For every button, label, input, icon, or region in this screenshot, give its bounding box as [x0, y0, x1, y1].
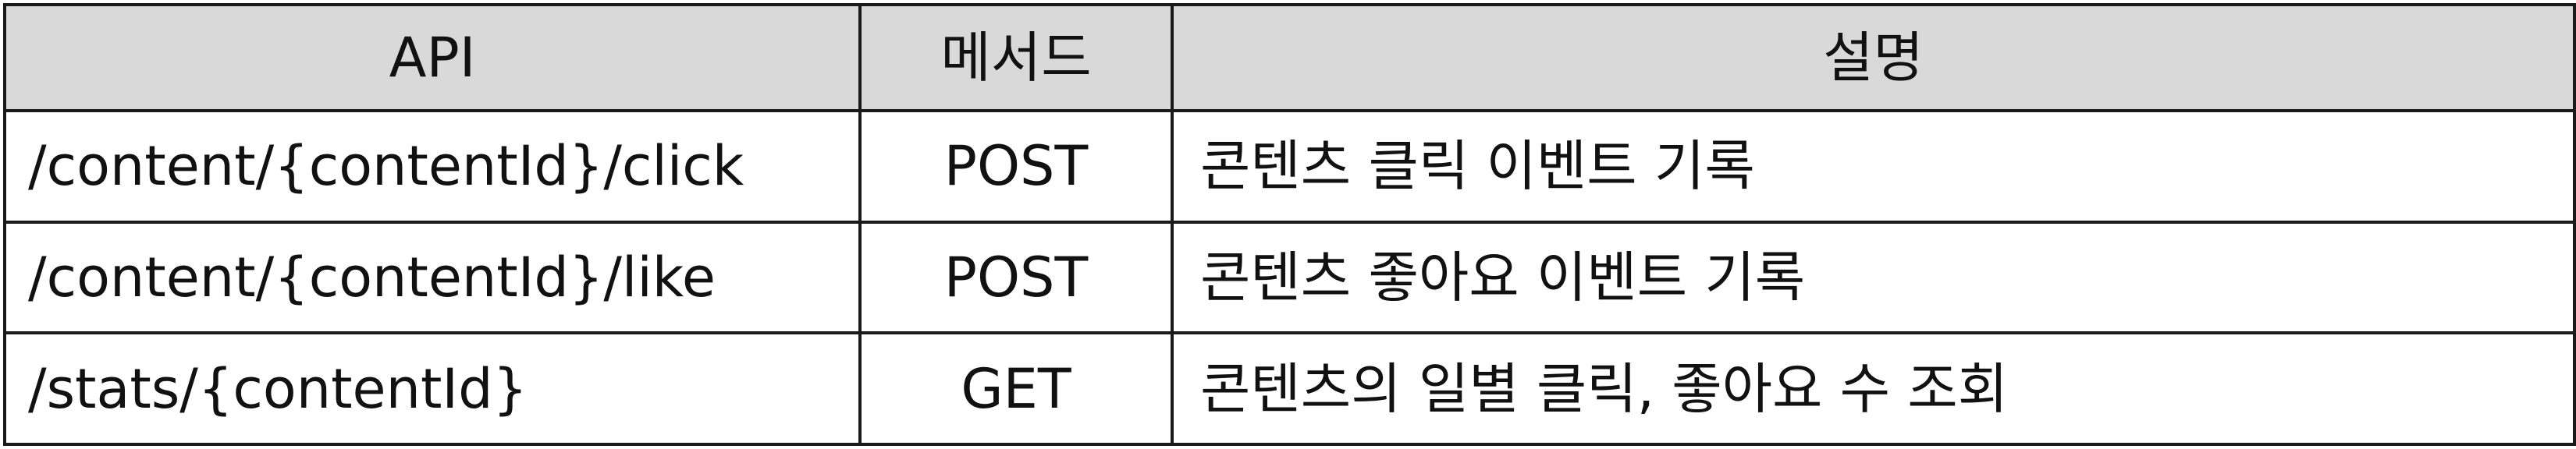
api-endpoint-cell: /content/{contentId}/like	[3, 220, 862, 335]
table-row: /content/{contentId}/click POST 콘텐츠 클릭 이…	[3, 109, 2576, 224]
table-body: /content/{contentId}/click POST 콘텐츠 클릭 이…	[3, 109, 2576, 446]
table-row: /content/{contentId}/like POST 콘텐츠 좋아요 이…	[3, 220, 2576, 335]
api-endpoint-cell: /content/{contentId}/click	[3, 109, 862, 224]
http-method-cell: POST	[858, 220, 1174, 335]
header-row: API 메서드 설명	[3, 3, 2576, 112]
api-table: API 메서드 설명 /content/{contentId}/click PO…	[3, 3, 2576, 446]
table-header: API 메서드 설명	[3, 3, 2576, 112]
api-endpoint-cell: /stats/{contentId}	[3, 331, 862, 446]
header-method: 메서드	[858, 3, 1174, 112]
description-cell: 콘텐츠 좋아요 이벤트 기록	[1171, 220, 2576, 335]
header-api: API	[3, 3, 862, 112]
table-row: /stats/{contentId} GET 콘텐츠의 일별 클릭, 좋아요 수…	[3, 331, 2576, 446]
description-cell: 콘텐츠의 일별 클릭, 좋아요 수 조회	[1171, 331, 2576, 446]
http-method-cell: GET	[858, 331, 1174, 446]
description-cell: 콘텐츠 클릭 이벤트 기록	[1171, 109, 2576, 224]
header-description: 설명	[1171, 3, 2576, 112]
http-method-cell: POST	[858, 109, 1174, 224]
